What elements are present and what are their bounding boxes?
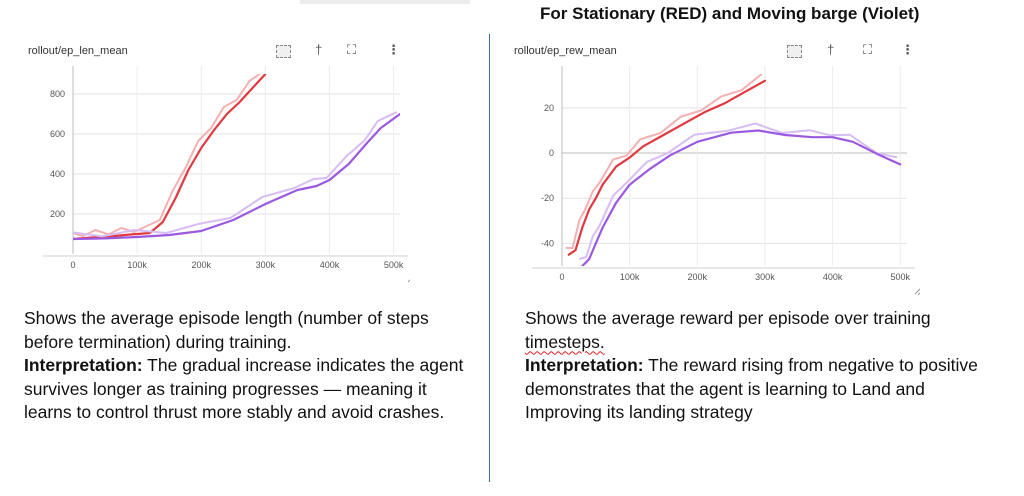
pin-icon[interactable]: †: [827, 42, 835, 57]
ep-rew-chart: -40 -20 0 20 0 100k 200k 300k 400k 500k: [532, 66, 920, 296]
y-tick-label: 600: [50, 129, 65, 139]
spellcheck-word: timesteps.: [525, 331, 605, 352]
x-tick-label: 200k: [191, 260, 211, 270]
chart-title: rollout/ep_len_mean: [28, 45, 128, 57]
x-tick-label: 300k: [256, 260, 276, 270]
x-tick-label: 0: [559, 272, 564, 282]
series-line: [567, 79, 766, 256]
series-raw-line: [73, 74, 262, 237]
right-chart-card: rollout/ep_rew_mean † ⛶ ⋮ -40 -20 0 20 0 100k…: [502, 34, 920, 296]
interpretation-label: Interpretation:: [24, 355, 143, 375]
resize-handle-icon: [407, 279, 410, 283]
series-group: [73, 74, 400, 241]
interpretation-label: Interpretation:: [525, 355, 644, 375]
left-description: Shows the average episode length (number…: [24, 307, 476, 425]
y-tick-label: 0: [549, 148, 554, 158]
interpretation-text: The reward rising from negative to posit…: [525, 355, 978, 422]
cropped-header-box: [300, 0, 470, 4]
y-tick-label: 400: [50, 169, 65, 179]
more-vert-icon[interactable]: ⋮: [901, 42, 914, 57]
chart-title: rollout/ep_rew_mean: [514, 45, 617, 57]
right-description: Shows the average reward per episode ove…: [525, 307, 1005, 425]
page-heading: For Stationary (RED) and Moving barge (V…: [540, 4, 920, 23]
x-tick-label: 400k: [320, 260, 340, 270]
series-line: [73, 112, 400, 241]
y-tick-label: -20: [541, 193, 554, 203]
x-tick-label: 300k: [755, 272, 775, 282]
fit-domain-icon[interactable]: [787, 45, 802, 58]
fit-domain-icon[interactable]: [276, 45, 291, 58]
y-tick-label: 800: [50, 89, 65, 99]
series-group: [565, 74, 902, 266]
series-raw-line: [579, 122, 898, 260]
series-raw-line: [565, 74, 763, 250]
pin-icon[interactable]: †: [315, 42, 323, 57]
interpretation-text: The gradual increase indicates the agent…: [24, 355, 464, 422]
fullscreen-icon[interactable]: ⛶: [863, 42, 873, 57]
x-tick-label: 100k: [620, 272, 640, 282]
fullscreen-icon[interactable]: ⛶: [347, 42, 357, 57]
x-tick-label: 500k: [890, 272, 910, 282]
series-raw-line: [73, 111, 398, 238]
x-tick-label: 500k: [384, 260, 404, 270]
more-vert-icon[interactable]: ⋮: [387, 42, 400, 57]
y-tick-label: 20: [544, 103, 554, 113]
left-description-text: Shows the average episode length (number…: [24, 308, 429, 352]
left-chart-card: rollout/ep_len_mean † ⛶ ⋮ 200 400 600 800 0 1…: [18, 34, 410, 296]
vertical-divider: [489, 34, 490, 482]
ep-len-chart: 200 400 600 800 0 100k 200k 300k 400k 500k: [43, 66, 410, 283]
x-tick-label: 0: [70, 260, 75, 270]
y-tick-label: 200: [50, 209, 65, 219]
y-tick-label: -40: [541, 238, 554, 248]
right-description-text: Shows the average reward per episode ove…: [525, 308, 931, 328]
x-tick-label: 200k: [688, 272, 708, 282]
series-line: [581, 129, 902, 266]
resize-handle-icon: [914, 288, 920, 296]
x-tick-label: 400k: [823, 272, 843, 282]
x-tick-label: 100k: [127, 260, 147, 270]
